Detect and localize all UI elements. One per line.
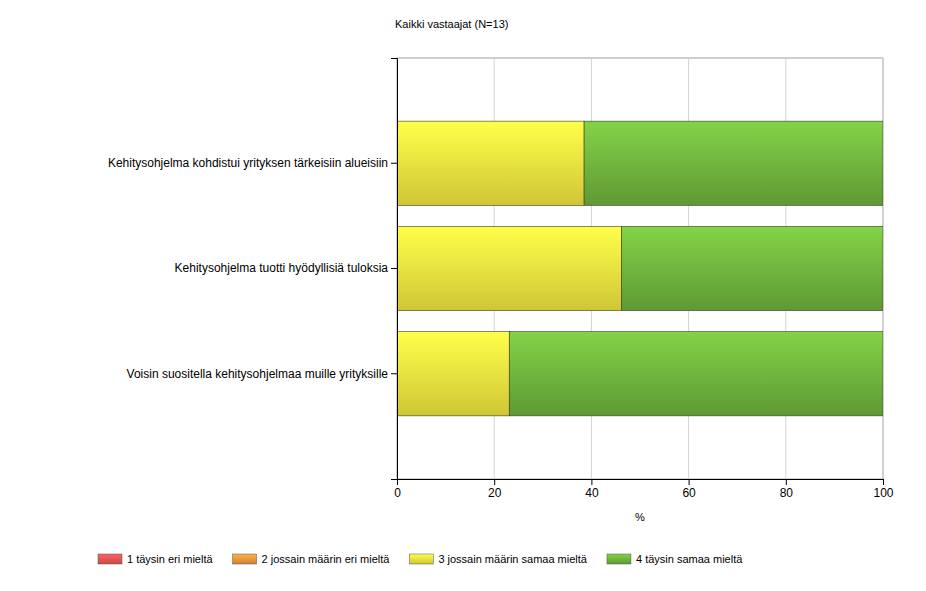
x-tick-mark xyxy=(883,479,884,485)
x-tick-label: 80 xyxy=(780,486,794,500)
legend-swatch xyxy=(607,554,631,564)
legend-item: 3 jossain määrin samaa mieltä xyxy=(409,553,587,565)
legend-label: 4 täysin samaa mieltä xyxy=(636,553,743,565)
plot-frame xyxy=(397,58,883,479)
legend-item: 1 täysin eri mieltä xyxy=(98,553,213,565)
chart: Kaikki vastaajat (N=13) 0 20 40 60 80 100 Kehit… xyxy=(0,0,926,591)
x-axis: 0 20 40 60 80 100 xyxy=(394,479,894,500)
legend-swatch xyxy=(98,554,122,564)
y-tick-mark xyxy=(391,373,397,374)
legend-label: 3 jossain määrin samaa mieltä xyxy=(438,553,587,565)
x-tick: 20 xyxy=(488,479,502,500)
y-tick-label: Kehitysohjelma kohdistui yrityksen tärke… xyxy=(108,156,388,170)
x-tick: 80 xyxy=(780,479,794,500)
x-tick-label: 20 xyxy=(488,486,502,500)
y-axis: Kehitysohjelma kohdistui yrityksen tärke… xyxy=(108,59,398,480)
legend: 1 täysin eri mieltä 2 jossain määrin eri … xyxy=(98,553,743,565)
y-tick: Voisin suositella kehitysohjelmaa muille… xyxy=(127,367,397,381)
bar-segment xyxy=(584,121,883,205)
bar-segment xyxy=(509,332,883,416)
bar-segment xyxy=(622,226,883,310)
x-tick-label: 100 xyxy=(873,486,893,500)
x-tick-label: 60 xyxy=(682,486,696,500)
x-tick-mark xyxy=(786,479,787,485)
y-tick-label: Voisin suositella kehitysohjelmaa muille… xyxy=(127,367,389,381)
x-tick-label: 40 xyxy=(585,486,599,500)
legend-label: 2 jossain määrin eri mieltä xyxy=(262,553,391,565)
bar-segment xyxy=(397,226,622,310)
x-tick-label: 0 xyxy=(394,486,401,500)
grid xyxy=(397,58,883,479)
y-tick: Kehitysohjelma kohdistui yrityksen tärke… xyxy=(108,156,397,170)
x-tick: 40 xyxy=(585,479,599,500)
y-axis-line xyxy=(391,59,398,480)
x-tick-mark xyxy=(591,479,592,485)
y-tick-mark xyxy=(391,268,397,269)
x-tick: 60 xyxy=(682,479,696,500)
y-tick: Kehitysohjelma tuotti hyödyllisiä tuloks… xyxy=(175,261,397,275)
x-axis-title: % xyxy=(635,511,645,523)
title: Kaikki vastaajat (N=13) xyxy=(395,18,508,30)
x-axis-line xyxy=(398,480,884,486)
y-tick-label: Kehitysohjelma tuotti hyödyllisiä tuloks… xyxy=(175,261,389,275)
plot-area: 0 20 40 60 80 100 Kehitysohjelma kohdistui yri… xyxy=(108,58,894,500)
bar-segment xyxy=(397,332,509,416)
x-tick: 100 xyxy=(873,479,893,500)
bar-segment xyxy=(397,121,584,205)
x-tick-mark xyxy=(494,479,495,485)
x-tick: 0 xyxy=(394,479,401,500)
legend-swatch xyxy=(233,554,257,564)
bars xyxy=(397,121,883,416)
legend-label: 1 täysin eri mieltä xyxy=(127,553,213,565)
legend-item: 2 jossain määrin eri mieltä xyxy=(233,553,391,565)
legend-item: 4 täysin samaa mieltä xyxy=(607,553,743,565)
legend-swatch xyxy=(409,554,433,564)
x-tick-mark xyxy=(689,479,690,485)
y-tick-mark xyxy=(391,163,397,164)
